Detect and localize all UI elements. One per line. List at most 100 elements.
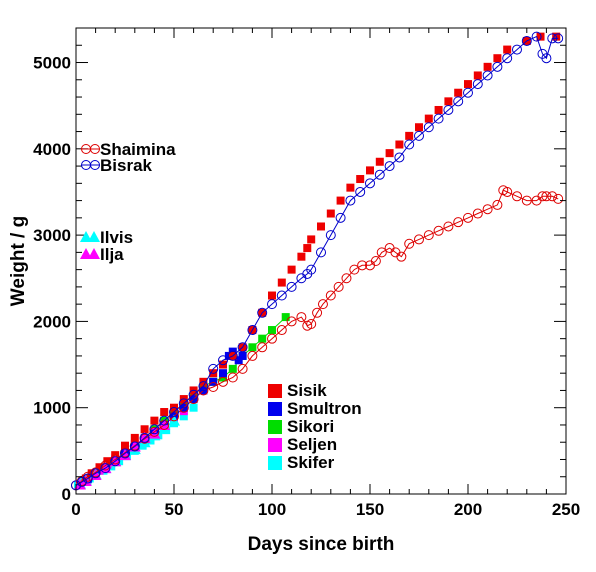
legend-label: Bisrak bbox=[100, 156, 153, 175]
axes-layer: 0 50 100 150 200 250 0 1000 2000 3000 4000 5000 bbox=[33, 27, 580, 519]
legend-marker-swatch bbox=[80, 231, 92, 242]
data-point-sisik bbox=[454, 88, 463, 97]
data-point-shaimina bbox=[227, 372, 238, 383]
legend-entry-seljen: Seljen bbox=[268, 435, 337, 454]
data-point-bisrak bbox=[394, 152, 405, 163]
data-point-shaimina bbox=[312, 307, 323, 318]
y-tick-label: 4000 bbox=[33, 140, 71, 159]
data-point-shaimina bbox=[370, 256, 381, 266]
data-point-bisrak bbox=[100, 463, 111, 474]
data-point-bisrak bbox=[76, 476, 87, 487]
data-point-sikori bbox=[248, 343, 257, 352]
data-point-smultron bbox=[238, 351, 247, 360]
data-point-shaimina bbox=[414, 234, 424, 245]
data-point-bisrak bbox=[335, 212, 346, 223]
data-point-sisik bbox=[415, 123, 423, 132]
data-point-shaimina bbox=[453, 217, 464, 228]
series-bisrak bbox=[71, 31, 564, 491]
series-line-bisrak bbox=[75, 35, 559, 486]
data-point-shaimina bbox=[502, 186, 513, 197]
data-point-shaimina bbox=[237, 363, 248, 374]
data-point-shaimina bbox=[492, 199, 503, 210]
marks-layer bbox=[71, 31, 564, 491]
data-point-shaimina bbox=[349, 264, 360, 275]
data-point-bisrak bbox=[443, 104, 454, 115]
legend-entry-bisrak: Bisrak bbox=[81, 156, 153, 175]
data-point-bisrak bbox=[472, 79, 483, 90]
legend-marker-swatch bbox=[268, 438, 282, 452]
data-point-sisik bbox=[405, 131, 414, 140]
data-point-sisik bbox=[493, 54, 502, 63]
legend-label: Sisik bbox=[287, 381, 327, 400]
legend-entry-shaimina: Shaimina bbox=[81, 140, 176, 159]
data-point-smultron bbox=[209, 377, 218, 386]
data-point-sisik bbox=[297, 252, 306, 261]
x-tick-label: 150 bbox=[356, 500, 384, 519]
legend-label: Ilja bbox=[100, 245, 124, 264]
data-point-bisrak bbox=[433, 113, 444, 124]
data-point-bisrak bbox=[414, 130, 424, 141]
data-point-sisik bbox=[385, 149, 394, 158]
data-point-shaimina bbox=[376, 247, 387, 258]
data-point-sisik bbox=[444, 97, 453, 106]
data-point-shaimina bbox=[463, 212, 473, 223]
data-point-sisik bbox=[346, 183, 355, 192]
data-point-bisrak bbox=[120, 448, 130, 459]
data-point-sisik bbox=[434, 105, 443, 114]
legend-label: Shaimina bbox=[100, 140, 176, 159]
data-point-bisrak bbox=[553, 33, 564, 44]
data-point-sisik bbox=[483, 62, 492, 71]
y-tick-label: 3000 bbox=[33, 226, 71, 245]
data-point-shaimina bbox=[521, 195, 532, 206]
data-point-shaimina bbox=[257, 342, 268, 353]
legend-entry-sisik: Sisik bbox=[268, 381, 327, 400]
data-point-bisrak bbox=[188, 389, 199, 400]
data-point-smultron bbox=[234, 356, 243, 365]
x-axis-title: Days since birth bbox=[248, 534, 395, 555]
data-point-bisrak bbox=[512, 44, 522, 55]
x-tick-label: 50 bbox=[165, 500, 184, 519]
legend-marker-swatch bbox=[88, 248, 100, 259]
data-point-sisik bbox=[140, 425, 149, 434]
y-tick-label: 0 bbox=[62, 485, 71, 504]
data-point-bisrak bbox=[355, 186, 366, 197]
data-point-shaimina bbox=[423, 230, 434, 241]
data-point-sisik bbox=[268, 291, 276, 300]
data-point-bisrak bbox=[169, 407, 179, 418]
data-point-ilvis bbox=[168, 414, 180, 426]
data-point-sikori bbox=[228, 364, 237, 373]
data-point-sisik bbox=[326, 209, 335, 218]
data-point-bisrak bbox=[149, 424, 160, 435]
data-point-sikori bbox=[268, 326, 276, 335]
x-tick-label: 0 bbox=[71, 500, 80, 519]
data-point-shaimina bbox=[306, 318, 317, 329]
legend-marker-swatch bbox=[268, 420, 282, 434]
data-point-skifer bbox=[189, 403, 198, 412]
data-point-sisik bbox=[336, 196, 345, 205]
data-point-sisik bbox=[366, 166, 374, 175]
data-point-bisrak bbox=[345, 195, 356, 206]
x-tick-label: 100 bbox=[258, 500, 286, 519]
legend-marker-swatch bbox=[268, 456, 282, 470]
legend-entry-ilvis: Ilvis bbox=[80, 228, 133, 247]
data-point-shaimina bbox=[553, 193, 564, 204]
data-point-shaimina bbox=[433, 225, 444, 236]
y-tick-label: 5000 bbox=[33, 54, 71, 73]
data-point-bisrak bbox=[325, 230, 336, 241]
data-point-sikori bbox=[258, 334, 267, 343]
data-point-shaimina bbox=[296, 312, 307, 323]
data-point-shaimina bbox=[218, 376, 228, 387]
data-point-shaimina bbox=[276, 325, 287, 336]
data-point-bisrak bbox=[423, 122, 434, 133]
data-point-bisrak bbox=[227, 350, 238, 361]
data-point-bisrak bbox=[159, 415, 170, 426]
data-point-shaimina bbox=[537, 191, 548, 202]
legend-label: Skifer bbox=[287, 453, 335, 472]
data-point-bisrak bbox=[521, 35, 532, 46]
legend-marker-swatch bbox=[268, 402, 282, 416]
y-tick-label: 2000 bbox=[33, 312, 71, 331]
data-point-shaimina bbox=[396, 251, 407, 262]
plot-frame bbox=[75, 27, 567, 495]
data-point-bisrak bbox=[482, 70, 493, 81]
